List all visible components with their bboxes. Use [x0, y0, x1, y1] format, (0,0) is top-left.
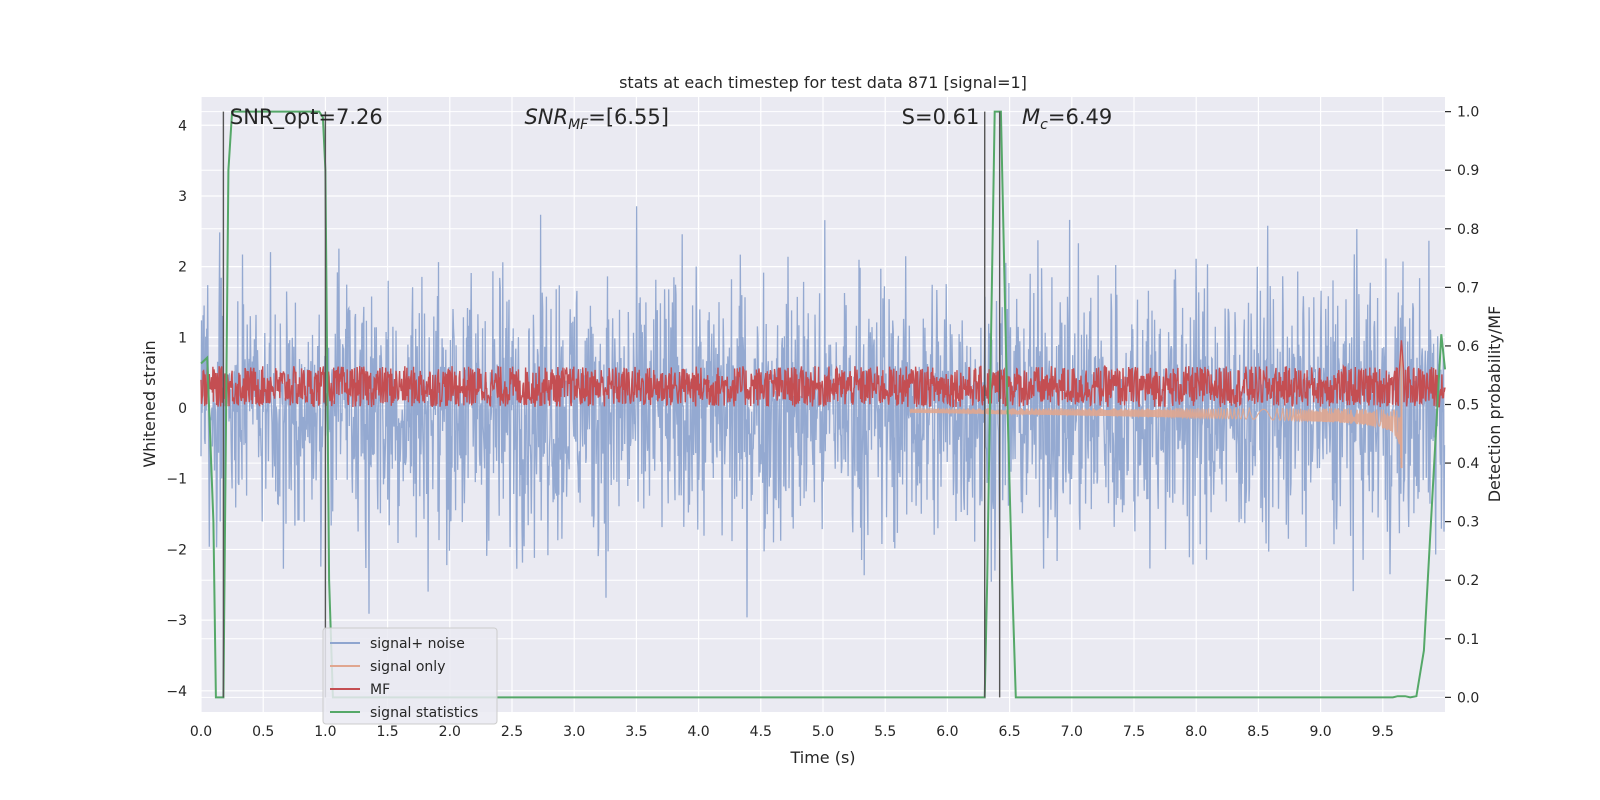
y-tick-label: 0 — [178, 401, 187, 417]
series-signal-only-line — [909, 406, 1402, 466]
annotation: SNRMF=[6.55] — [524, 105, 669, 133]
x-tick-label: 0.0 — [190, 724, 212, 740]
x-tick-label: 2.0 — [439, 724, 461, 740]
legend-label: signal statistics — [370, 705, 478, 721]
x-tick-label: 5.0 — [812, 724, 834, 740]
x-axis-ticks: 0.0 0.5 1.0 1.5 2.0 2.5 3.0 3.5 4.0 4.5 5.0 5.5 6.0 6… — [190, 724, 1394, 740]
vertical-markers — [222, 111, 1001, 698]
plot-series — [200, 110, 1446, 699]
y-axis-ticks: −4 −3 −2 −1 0 1 2 3 4 — [166, 118, 187, 700]
y2-axis-ticks: 0.0 0.1 0.2 0.3 0.4 0.5 0.6 0.7 0.8 0.9 1.0 — [1445, 105, 1479, 706]
legend-label: signal only — [370, 659, 445, 675]
y2-tick-label: 0.0 — [1457, 690, 1479, 706]
y-tick-label: 4 — [178, 118, 187, 134]
legend-label: signal+ noise — [370, 636, 465, 652]
y-tick-label: 3 — [178, 189, 187, 205]
x-tick-label: 8.0 — [1185, 724, 1207, 740]
x-tick-label: 6.5 — [998, 724, 1020, 740]
annotation: SNR_opt=7.26 — [230, 105, 383, 130]
x-tick-label: 0.5 — [252, 724, 274, 740]
x-tick-label: 1.5 — [376, 724, 398, 740]
y-tick-label: −4 — [166, 684, 187, 700]
annotation: S=0.61 — [902, 105, 980, 129]
x-tick-label: 7.0 — [1061, 724, 1083, 740]
series-mf-line — [200, 340, 1446, 408]
legend: signal+ noise signal only MF signal statist… — [322, 627, 498, 725]
x-tick-label: 7.5 — [1123, 724, 1145, 740]
y2-tick-label: 1.0 — [1457, 105, 1479, 121]
series-signal-statistics-line — [200, 110, 1446, 699]
y2-tick-label: 0.9 — [1457, 163, 1479, 179]
y-tick-label: 2 — [178, 260, 187, 276]
x-tick-label: 3.0 — [563, 724, 585, 740]
y2-tick-label: 0.1 — [1457, 632, 1479, 648]
x-tick-label: 4.0 — [687, 724, 709, 740]
x-tick-label: 9.0 — [1309, 724, 1331, 740]
chart-title: stats at each timestep for test data 871… — [619, 73, 1027, 92]
x-tick-label: 8.5 — [1247, 724, 1269, 740]
y-axis-label: Whitened strain — [140, 340, 159, 467]
y-tick-label: −1 — [166, 472, 187, 488]
annotation: Mc=6.49 — [1022, 105, 1112, 133]
x-tick-label: 9.5 — [1372, 724, 1394, 740]
x-tick-label: 2.5 — [501, 724, 523, 740]
y2-tick-label: 0.3 — [1457, 515, 1479, 531]
y2-tick-label: 0.4 — [1457, 456, 1479, 472]
y-tick-label: −2 — [166, 542, 187, 558]
y2-tick-label: 0.7 — [1457, 280, 1479, 296]
x-axis-label: Time (s) — [789, 748, 855, 767]
y2-tick-label: 0.2 — [1457, 573, 1479, 589]
y2-tick-label: 0.8 — [1457, 222, 1479, 238]
y2-tick-label: 0.5 — [1457, 398, 1479, 414]
y2-tick-label: 0.6 — [1457, 339, 1479, 355]
legend-label: MF — [370, 682, 390, 698]
x-tick-label: 3.5 — [625, 724, 647, 740]
y2-axis-label: Detection probability/MF — [1485, 306, 1504, 503]
x-tick-label: 5.5 — [874, 724, 896, 740]
x-tick-label: 6.0 — [936, 724, 958, 740]
x-tick-label: 1.0 — [314, 724, 336, 740]
y-tick-label: 1 — [178, 330, 187, 346]
annotations: SNR_opt=7.26 SNRMF=[6.55] S=0.61 Mc=6.49 — [230, 105, 1112, 133]
y-tick-label: −3 — [166, 613, 187, 629]
x-tick-label: 4.5 — [750, 724, 772, 740]
legend-box — [322, 627, 498, 725]
